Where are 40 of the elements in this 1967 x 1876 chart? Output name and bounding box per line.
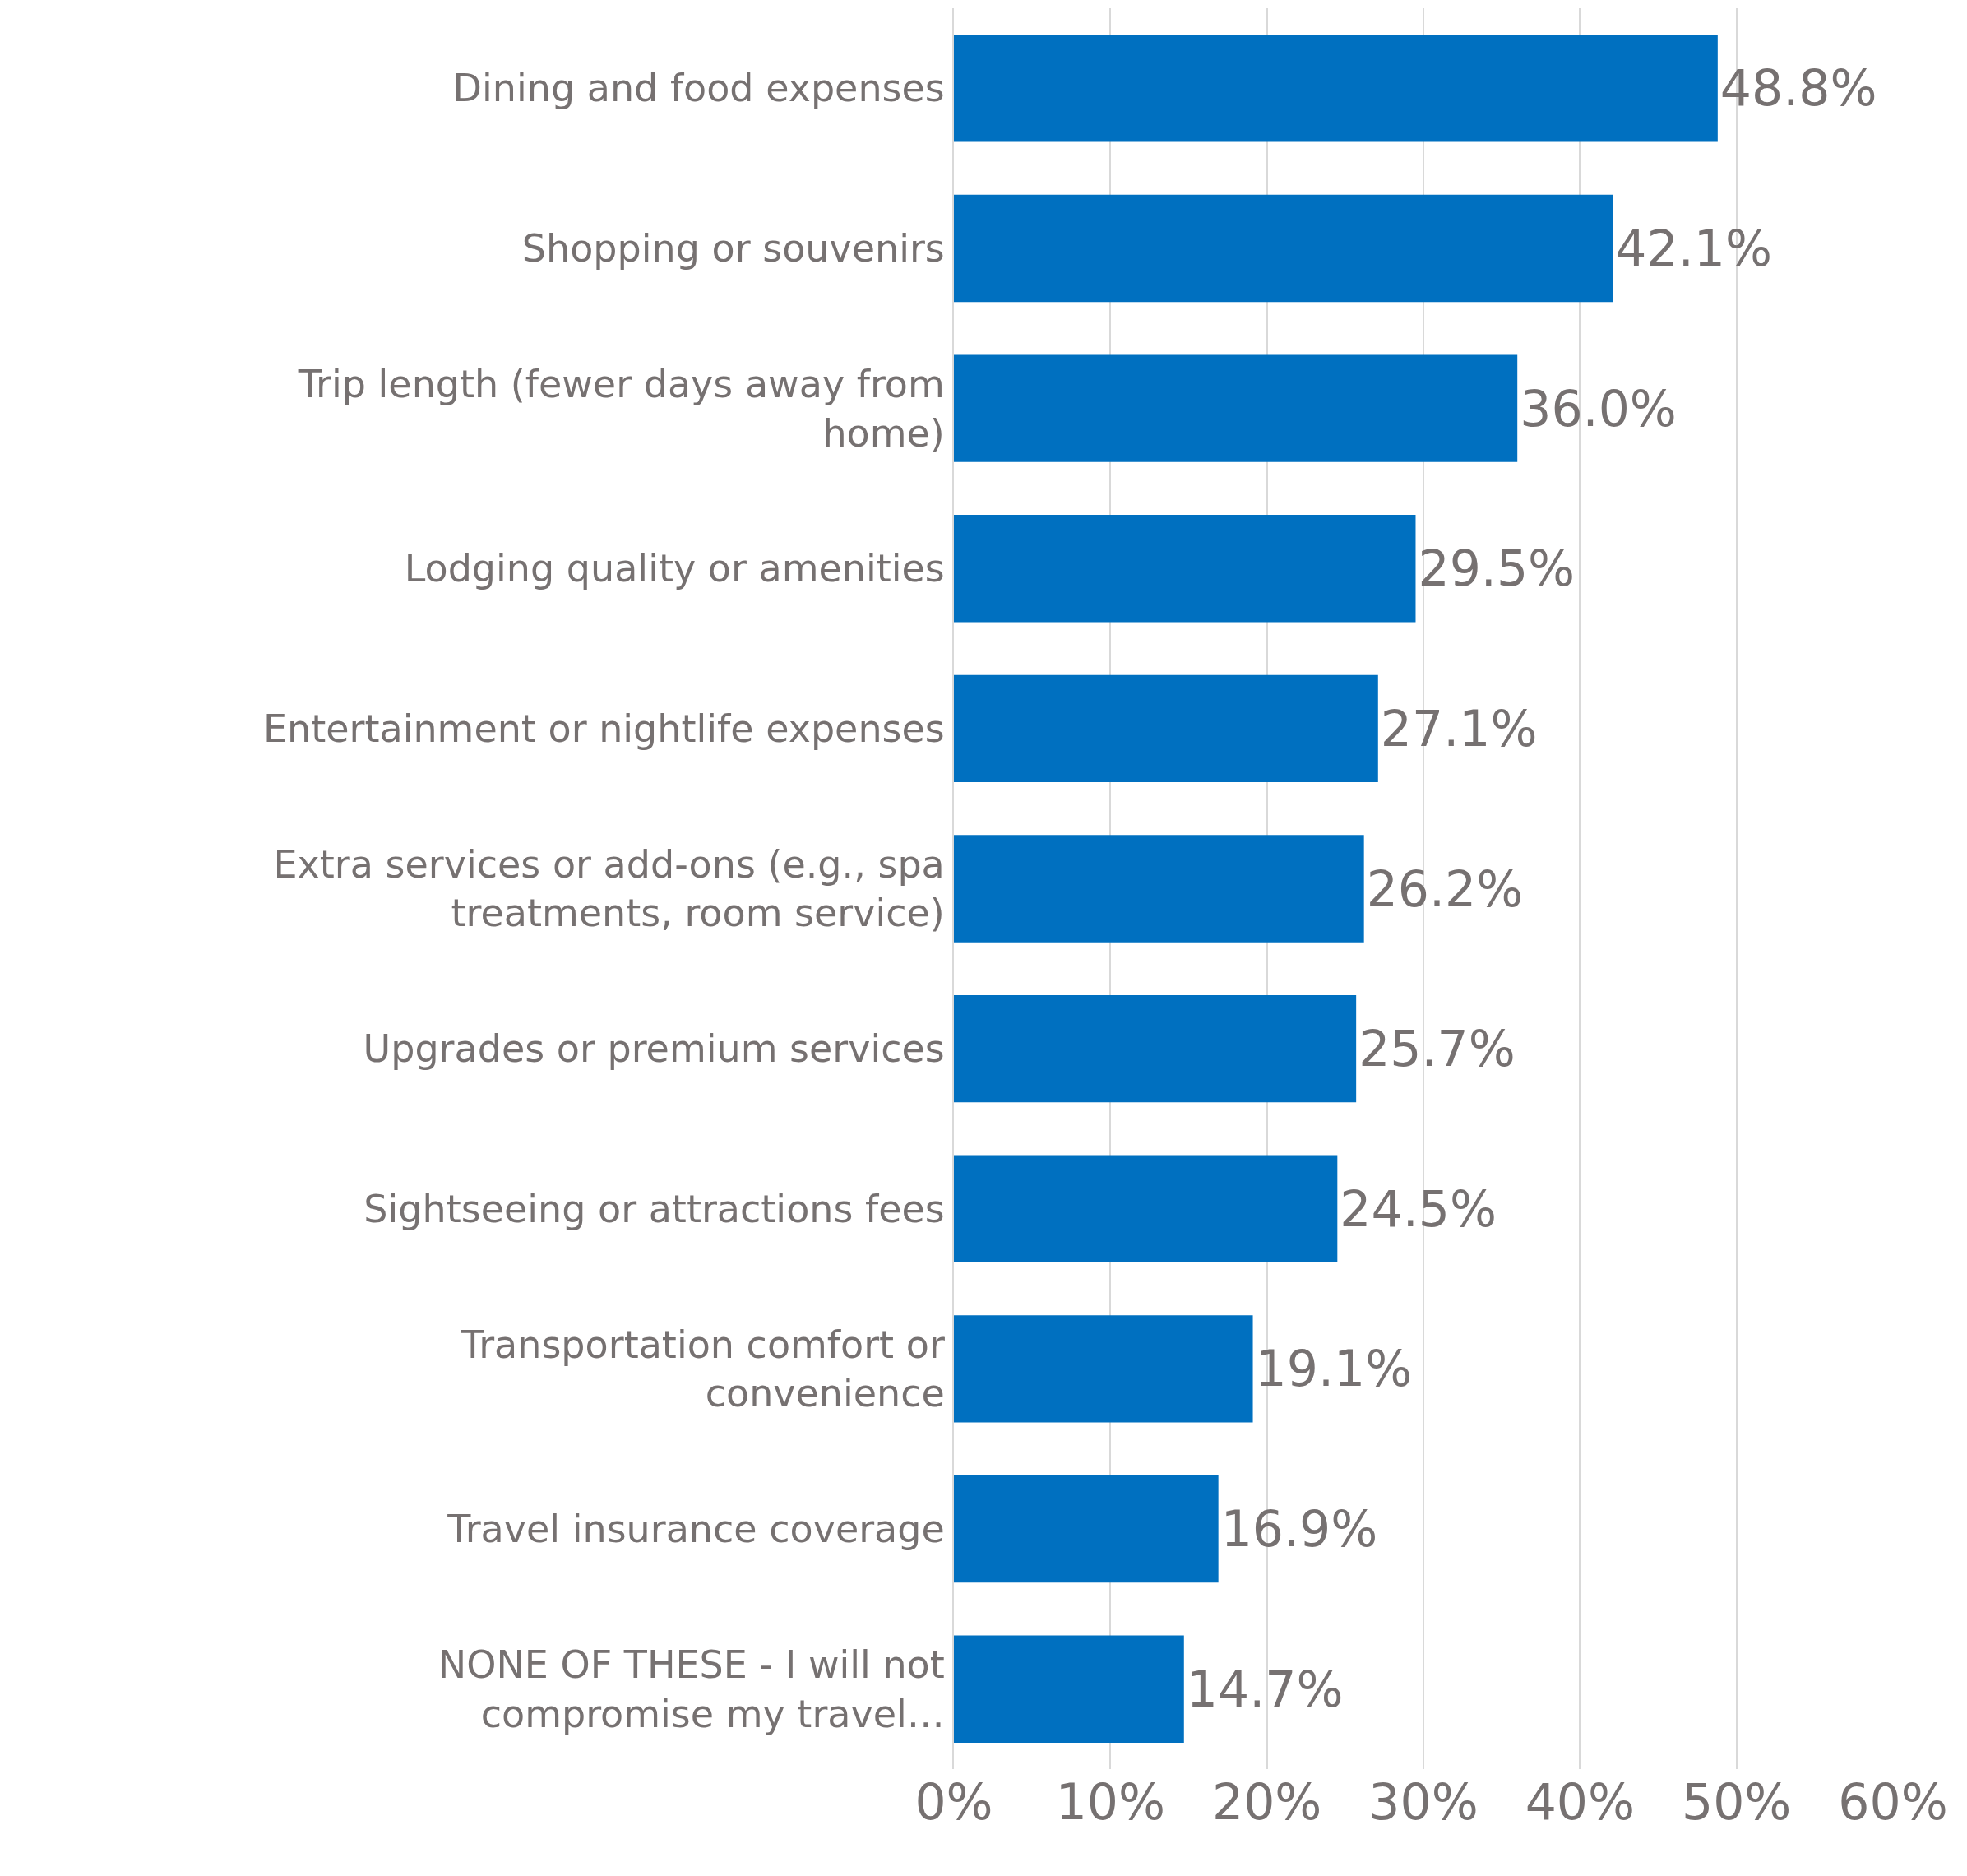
bar: [954, 674, 1378, 783]
x-tick-label: 60%: [1838, 1773, 1948, 1831]
bar: [954, 515, 1416, 623]
bar: [954, 35, 1718, 142]
y-tick-label: Extra services or add-ons (e.g., spa treatments, room service): [273, 841, 945, 936]
bar: [954, 1315, 1253, 1423]
x-tick-label: 40%: [1525, 1773, 1636, 1831]
data-label: 26.2%: [1366, 859, 1524, 918]
y-tick-label: Entertainment or nightlife expenses: [262, 706, 945, 751]
bar: [954, 194, 1613, 303]
bar: [954, 1475, 1219, 1583]
y-tick-label: Transportation comfort or convenience: [460, 1322, 945, 1416]
data-label: 27.1%: [1380, 699, 1538, 757]
y-tick-label: Trip length (fewer days away from home): [297, 361, 945, 456]
x-tick-label: 0%: [914, 1773, 993, 1831]
y-tick-label: NONE OF THESE - I will not compromise my travel…: [437, 1642, 945, 1736]
x-tick-label: 50%: [1681, 1773, 1792, 1831]
y-tick-label: Upgrades or premium services: [363, 1026, 945, 1072]
y-tick-label: Travel insurance coverage: [447, 1507, 945, 1552]
bar: [954, 1635, 1184, 1743]
data-label: 25.7%: [1358, 1020, 1516, 1078]
bar: [954, 835, 1364, 943]
bar: [954, 1155, 1338, 1262]
data-label: 42.1%: [1615, 219, 1772, 277]
data-label: 24.5%: [1340, 1179, 1497, 1238]
data-label: 36.0%: [1520, 379, 1677, 438]
y-tick-label: Lodging quality or amenities: [404, 546, 945, 591]
y-tick-label: Shopping or souvenirs: [521, 226, 945, 271]
data-label: 48.8%: [1719, 59, 1877, 118]
x-tick-label: 10%: [1055, 1773, 1166, 1831]
data-label: 29.5%: [1418, 540, 1576, 598]
data-label: 19.1%: [1255, 1340, 1413, 1398]
y-tick-label: Dining and food expenses: [452, 66, 945, 111]
x-tick-label: 20%: [1211, 1773, 1322, 1831]
bar: [954, 354, 1518, 462]
bar: [954, 994, 1357, 1103]
data-label: 14.7%: [1186, 1660, 1344, 1718]
data-label: 16.9%: [1220, 1500, 1378, 1559]
x-tick-label: 30%: [1368, 1773, 1479, 1831]
y-tick-label: Sightseeing or attractions fees: [363, 1186, 945, 1231]
